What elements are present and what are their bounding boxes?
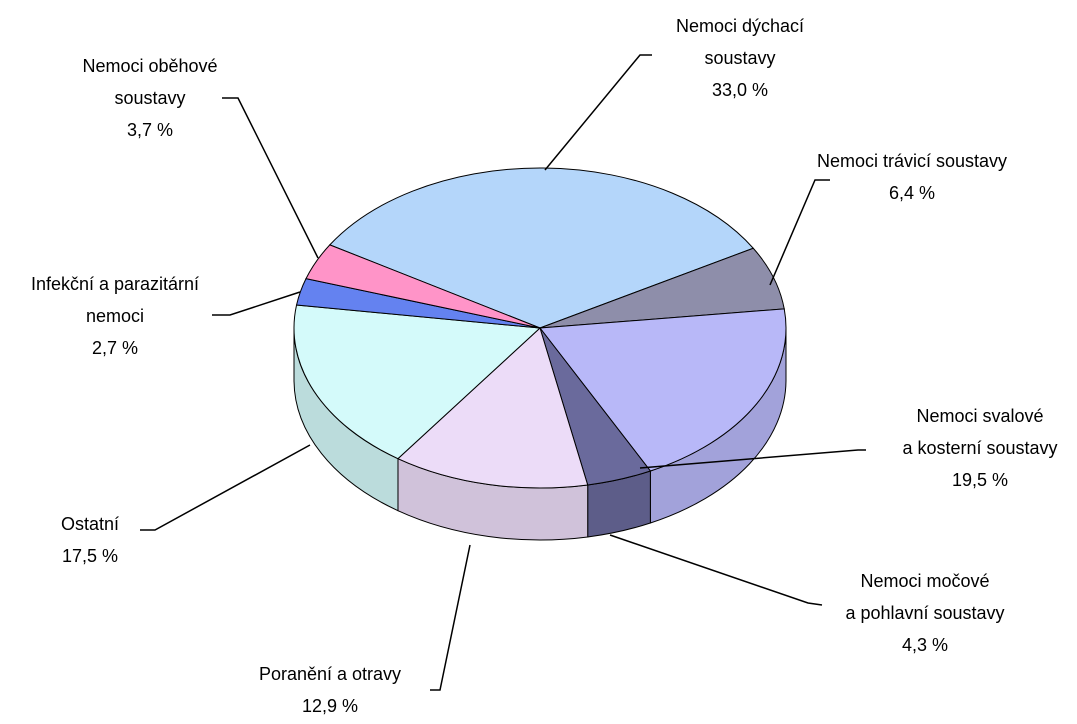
category-label: Nemoci svalové a kosterní soustavy: [902, 406, 1058, 458]
value-label: 4,3 %: [901, 635, 949, 655]
slice-label: Ostatní 17,5 %: [61, 508, 119, 572]
slice-label: Poranění a otravy 12,9 %: [259, 658, 401, 722]
value-label: 17,5 %: [61, 546, 119, 566]
category-label: Infekční a parazitární nemoci: [30, 274, 200, 326]
slice-label: Nemoci oběhové soustavy 3,7 %: [82, 50, 217, 146]
leader-line: [222, 97, 319, 259]
category-label: Nemoci močové a pohlavní soustavy: [845, 571, 1005, 623]
slice-label: Nemoci dýchací soustavy 33,0 %: [676, 10, 804, 106]
category-label: Nemoci oběhové soustavy: [82, 56, 218, 108]
leader-line: [140, 444, 311, 531]
leader-line: [609, 534, 823, 606]
pie-slice: [305, 244, 541, 329]
value-label: 33,0 %: [711, 80, 769, 100]
leader-line: [639, 449, 866, 469]
slice-label: Infekční a parazitární nemoci 2,7 %: [31, 268, 199, 364]
value-label: 6,4 %: [888, 183, 936, 203]
value-label: 3,7 %: [126, 120, 174, 140]
value-label: 19,5 %: [951, 470, 1009, 490]
pie-slice: [328, 167, 755, 329]
category-label: Poranění a otravy: [258, 664, 402, 684]
slice-label: Nemoci trávicí soustavy 6,4 %: [817, 145, 1007, 209]
value-label: 2,7 %: [91, 338, 139, 358]
value-label: 12,9 %: [301, 696, 359, 716]
pie-slice: [397, 327, 589, 489]
leader-line: [544, 54, 652, 171]
leader-line: [212, 291, 301, 316]
category-label: Ostatní: [60, 514, 120, 534]
category-label: Nemoci trávicí soustavy: [816, 151, 1008, 171]
leader-line: [430, 544, 471, 691]
pie-slice: [293, 304, 542, 460]
slice-label: Nemoci svalové a kosterní soustavy 19,5 %: [902, 400, 1057, 496]
pie-slice: [539, 308, 787, 472]
category-label: Nemoci dýchací soustavy: [675, 16, 805, 68]
leader-line: [769, 179, 830, 286]
slice-label: Nemoci močové a pohlavní soustavy 4,3 %: [845, 565, 1004, 661]
